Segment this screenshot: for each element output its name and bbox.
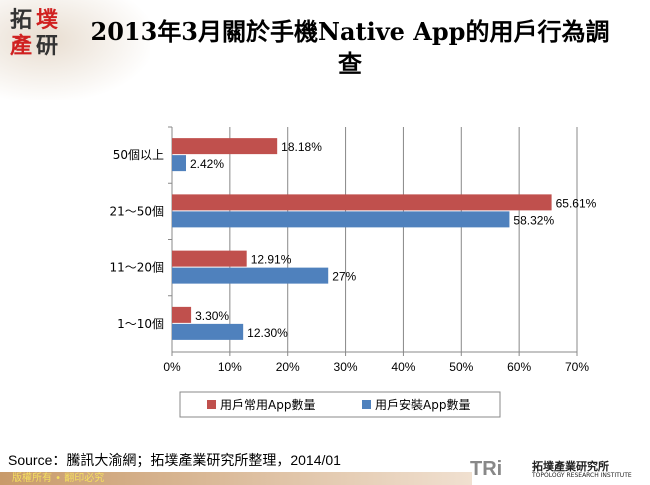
brand-name: 拓墣產業研究所 xyxy=(532,460,609,473)
x-tick-label: 30% xyxy=(334,360,358,374)
logo-char: 產 xyxy=(9,34,32,59)
data-label: 18.18% xyxy=(281,140,322,154)
logo-char: 研 xyxy=(35,34,58,59)
x-tick-label: 60% xyxy=(507,360,531,374)
x-tick-label: 70% xyxy=(565,360,589,374)
logo-char: 拓 xyxy=(9,8,32,33)
legend-swatch xyxy=(207,400,216,409)
bar-installed xyxy=(172,267,329,284)
logo: 拓墣產研 xyxy=(8,8,60,60)
bar-installed xyxy=(172,155,187,172)
logo-char: 墣 xyxy=(35,8,58,33)
category-label: 21～50個 xyxy=(109,204,164,218)
bar-installed xyxy=(172,323,244,340)
copyright-footer: 版權所有 • 翻印必究 xyxy=(0,472,472,485)
brand-name-en: TOPOLOGY RESEARCH INSTITUTE xyxy=(532,472,632,479)
data-label: 12.91% xyxy=(251,253,292,267)
category-label: 11～20個 xyxy=(109,261,164,275)
data-label: 3.30% xyxy=(195,309,229,323)
bar-used xyxy=(172,194,552,211)
data-label: 58.32% xyxy=(513,213,554,227)
category-label: 50個以上 xyxy=(113,148,164,162)
bar-used xyxy=(172,306,192,323)
page-title: 2013年3月關於手機Native App的用戶行為調查 xyxy=(90,17,610,78)
bar-used xyxy=(172,250,247,267)
legend-swatch xyxy=(362,400,371,409)
data-label: 65.61% xyxy=(556,196,597,210)
data-label: 27% xyxy=(332,270,356,284)
tri-logo: TRi xyxy=(470,458,503,480)
x-tick-label: 50% xyxy=(449,360,473,374)
data-label: 2.42% xyxy=(190,157,224,171)
plot-area xyxy=(172,127,577,352)
x-tick-label: 0% xyxy=(163,360,181,374)
category-label: 1～10個 xyxy=(117,317,164,331)
bar-chart: 0% 10% 20% 30% 40% 50% 60% 70% 50個以上 18.18% 2.42% 2… xyxy=(109,126,597,418)
background-map xyxy=(0,0,150,100)
legend xyxy=(179,391,501,418)
legend-label: 用戶常用App數量 xyxy=(220,398,315,412)
bar-used xyxy=(172,138,278,155)
x-tick-label: 20% xyxy=(276,360,300,374)
data-label: 12.30% xyxy=(247,326,288,340)
bar-installed xyxy=(172,211,510,228)
x-tick-label: 40% xyxy=(391,360,415,374)
source-note: Source：騰訊大渝網；拓墣產業研究所整理，2014/01 xyxy=(8,452,341,468)
x-tick-label: 10% xyxy=(218,360,242,374)
legend-label: 用戶安裝App數量 xyxy=(375,397,470,412)
